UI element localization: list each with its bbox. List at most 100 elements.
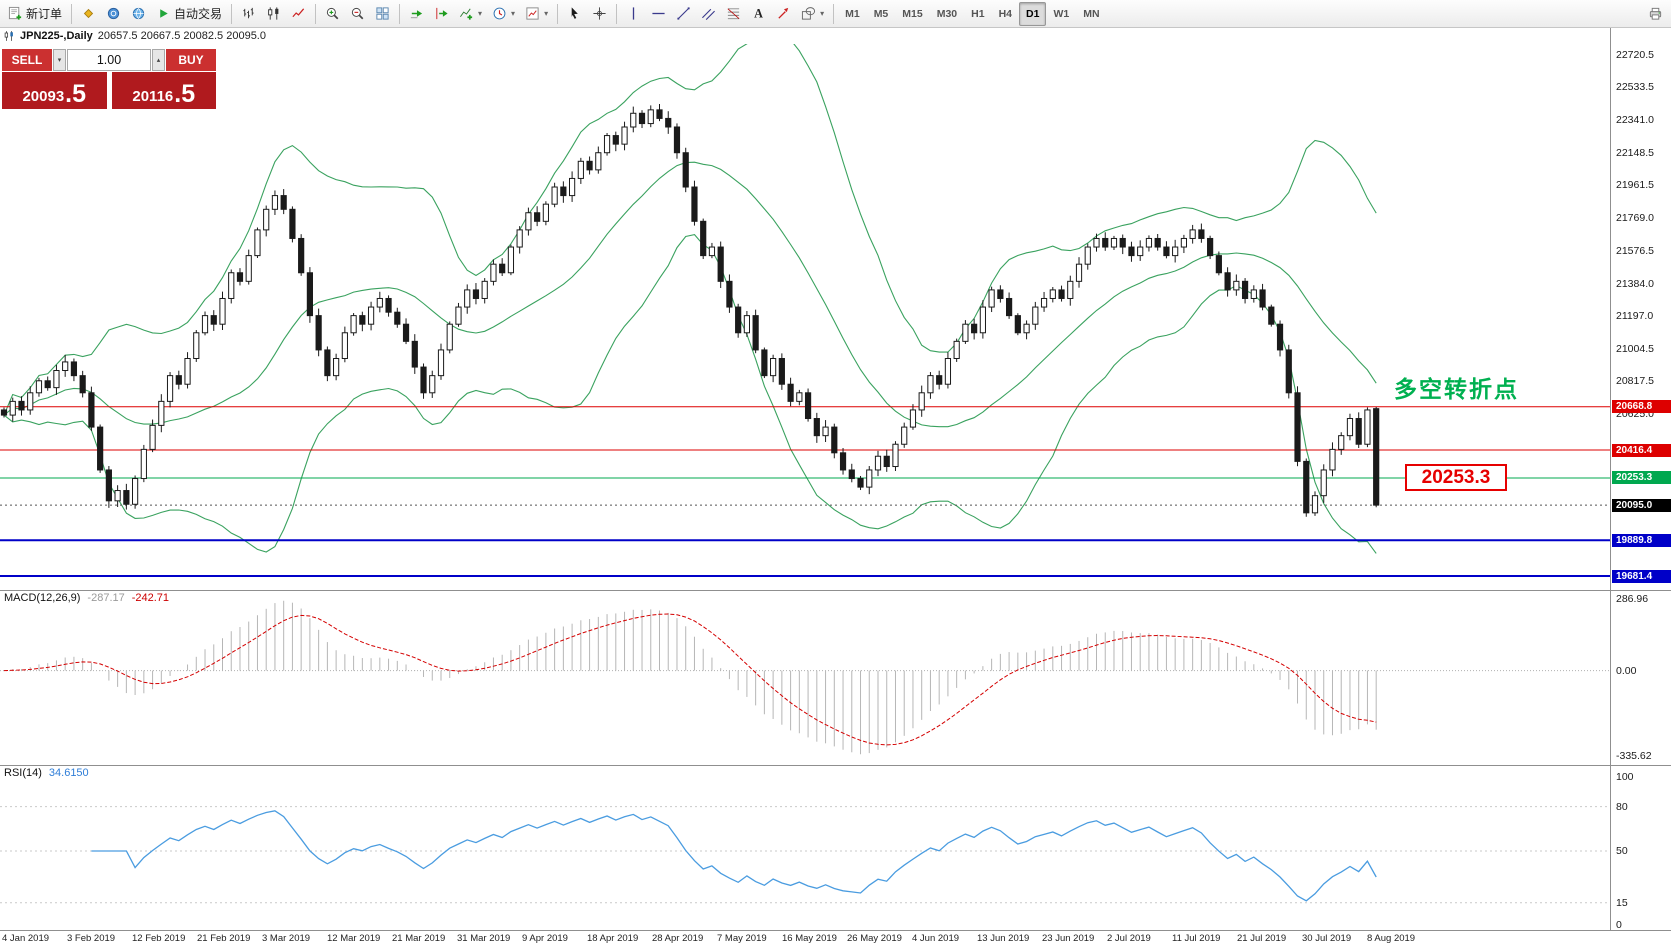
date-label: 31 Mar 2019 bbox=[457, 933, 511, 944]
price-axis[interactable]: 22720.5 22533.5 22341.0 22148.5 21961.5 21769… bbox=[1610, 28, 1671, 931]
new-order-button[interactable]: 新订单 bbox=[3, 2, 67, 26]
macd-axis-tick: -335.62 bbox=[1616, 750, 1652, 762]
timeframe-h1[interactable]: H1 bbox=[964, 2, 991, 26]
date-label: 21 Mar 2019 bbox=[392, 933, 446, 944]
metaeditor-icon[interactable] bbox=[76, 2, 101, 26]
community-icon[interactable] bbox=[126, 2, 151, 26]
main-toolbar: 新订单 自动交易 ▾ ▾ ▾ A ▾ M1 M5 M15 M30 H1 H4 D1 W1 MN bbox=[0, 0, 1671, 28]
date-label: 3 Feb 2019 bbox=[67, 933, 116, 944]
auto-scroll-icon[interactable] bbox=[404, 2, 429, 26]
dropdown-caret-icon: ▾ bbox=[544, 9, 549, 18]
indicators-icon bbox=[459, 6, 474, 21]
price-tick: 21576.5 bbox=[1616, 245, 1654, 258]
volume-up-button[interactable]: ▴ bbox=[152, 49, 165, 71]
date-label: 11 Jul 2019 bbox=[1172, 933, 1221, 944]
date-label: 21 Jul 2019 bbox=[1237, 933, 1287, 944]
timeframe-m5[interactable]: M5 bbox=[867, 2, 896, 26]
channel-icon[interactable] bbox=[696, 2, 721, 26]
date-label: 21 Feb 2019 bbox=[197, 933, 251, 944]
autotrading-button[interactable]: 自动交易 bbox=[151, 2, 227, 26]
toolbar-separator bbox=[833, 3, 835, 24]
indicators-icon[interactable]: ▾ bbox=[454, 2, 487, 26]
volume-down-button[interactable]: ▾ bbox=[53, 49, 66, 71]
chart-shift-icon[interactable] bbox=[429, 2, 454, 26]
vertical-line-icon[interactable] bbox=[621, 2, 646, 26]
price-tick: 22148.5 bbox=[1616, 146, 1654, 159]
price-callout-box[interactable]: 20253.3 bbox=[1405, 464, 1507, 491]
market-icon[interactable] bbox=[101, 2, 126, 26]
templates-icon[interactable]: ▾ bbox=[520, 2, 553, 26]
timeframe-mn[interactable]: MN bbox=[1076, 2, 1106, 26]
date-label: 13 Jun 2019 bbox=[977, 933, 1030, 944]
toolbar-separator bbox=[557, 3, 559, 24]
chart-window-icon bbox=[3, 30, 15, 42]
pane-separator[interactable] bbox=[0, 765, 1671, 766]
timeframe-m5-label: M5 bbox=[873, 7, 889, 20]
diamond-icon bbox=[81, 6, 96, 21]
rsi-value: 34.6150 bbox=[48, 767, 89, 779]
arrow-tool-icon[interactable] bbox=[771, 2, 796, 26]
current-price-badge: 20095.0 bbox=[1612, 498, 1671, 512]
cursor-icon bbox=[567, 6, 582, 21]
trendline-icon[interactable] bbox=[671, 2, 696, 26]
sell-price-button[interactable]: 20093.5 bbox=[2, 72, 107, 109]
macd-canvas[interactable] bbox=[0, 590, 1610, 765]
rsi-title: RSI(14) bbox=[4, 767, 42, 779]
timeframe-m1[interactable]: M1 bbox=[838, 2, 867, 26]
dropdown-caret-icon: ▾ bbox=[511, 9, 516, 18]
date-label: 23 Jun 2019 bbox=[1042, 933, 1095, 944]
timeframe-m30[interactable]: M30 bbox=[930, 2, 964, 26]
zoom-in-icon[interactable] bbox=[320, 2, 345, 26]
chart-title-bar: JPN225-,Daily 20657.5 20667.5 20082.5 20… bbox=[0, 28, 1610, 44]
fibo-icon bbox=[726, 6, 741, 21]
fibonacci-icon[interactable] bbox=[721, 2, 746, 26]
tile-windows-icon[interactable] bbox=[370, 2, 395, 26]
price-chart-canvas[interactable] bbox=[0, 44, 1610, 590]
shapes-icon[interactable]: ▾ bbox=[796, 2, 829, 26]
date-label: 4 Jan 2019 bbox=[2, 933, 50, 944]
annotation-text[interactable]: 多空转折点 bbox=[1394, 376, 1519, 402]
timeframe-w1[interactable]: W1 bbox=[1046, 2, 1076, 26]
timeframe-m15-label: M15 bbox=[902, 7, 923, 20]
date-label: 12 Feb 2019 bbox=[132, 933, 186, 944]
macd-axis-tick: 286.96 bbox=[1616, 593, 1649, 605]
pane-separator[interactable] bbox=[0, 590, 1671, 591]
timeframe-h4[interactable]: H4 bbox=[992, 2, 1019, 26]
periods-icon[interactable]: ▾ bbox=[487, 2, 520, 26]
globe-icon bbox=[131, 6, 146, 21]
one-click-trading-panel: SELL ▾ 1.00 ▴ BUY 20093.5 20116.5 bbox=[2, 49, 216, 109]
horizontal-line-icon[interactable] bbox=[646, 2, 671, 26]
line-chart-icon[interactable] bbox=[286, 2, 311, 26]
sell-button[interactable]: SELL bbox=[2, 49, 52, 71]
price-tick: 22341.0 bbox=[1616, 113, 1654, 126]
text-tool-icon[interactable]: A bbox=[746, 2, 771, 26]
cursor-icon[interactable] bbox=[562, 2, 587, 26]
arrows-icon bbox=[776, 6, 791, 21]
macd-pane[interactable]: MACD(12,26,9) -287.17 -242.71 bbox=[0, 590, 1610, 765]
timeframe-d1[interactable]: D1 bbox=[1019, 1, 1047, 26]
time-axis[interactable]: 4 Jan 2019 3 Feb 2019 12 Feb 2019 21 Feb 20… bbox=[0, 930, 1671, 946]
zoom-out-icon[interactable] bbox=[345, 2, 370, 26]
print-icon[interactable] bbox=[1643, 2, 1668, 26]
rsi-canvas[interactable] bbox=[0, 765, 1610, 930]
toolbar-separator bbox=[616, 3, 618, 24]
crosshair-icon[interactable] bbox=[587, 2, 612, 26]
sell-price-pips: .5 bbox=[65, 79, 87, 108]
date-label: 9 Apr 2019 bbox=[522, 933, 568, 944]
bar-chart-icon[interactable] bbox=[236, 2, 261, 26]
timeframe-m15[interactable]: M15 bbox=[895, 2, 929, 26]
rsi-pane[interactable]: RSI(14) 34.6150 bbox=[0, 765, 1610, 930]
price-chart-pane[interactable]: SELL ▾ 1.00 ▴ BUY 20093.5 20116.5 多空转折点 … bbox=[0, 44, 1610, 590]
price-tick: 21004.5 bbox=[1616, 343, 1654, 356]
buy-price-button[interactable]: 20116.5 bbox=[111, 72, 216, 109]
buy-button[interactable]: BUY bbox=[166, 49, 216, 71]
candlestick-chart-icon[interactable] bbox=[261, 2, 286, 26]
volume-input[interactable]: 1.00 bbox=[67, 49, 151, 71]
date-label: 8 Aug 2019 bbox=[1367, 933, 1416, 944]
new-order-icon bbox=[8, 6, 23, 21]
level-price-badge: 20416.4 bbox=[1612, 443, 1671, 457]
chart-ohlc-values: 20657.5 20667.5 20082.5 20095.0 bbox=[97, 30, 266, 42]
rsi-axis-tick: 100 bbox=[1616, 771, 1634, 783]
buy-price-main: 20116 bbox=[132, 87, 174, 105]
toolbar-separator bbox=[231, 3, 233, 24]
